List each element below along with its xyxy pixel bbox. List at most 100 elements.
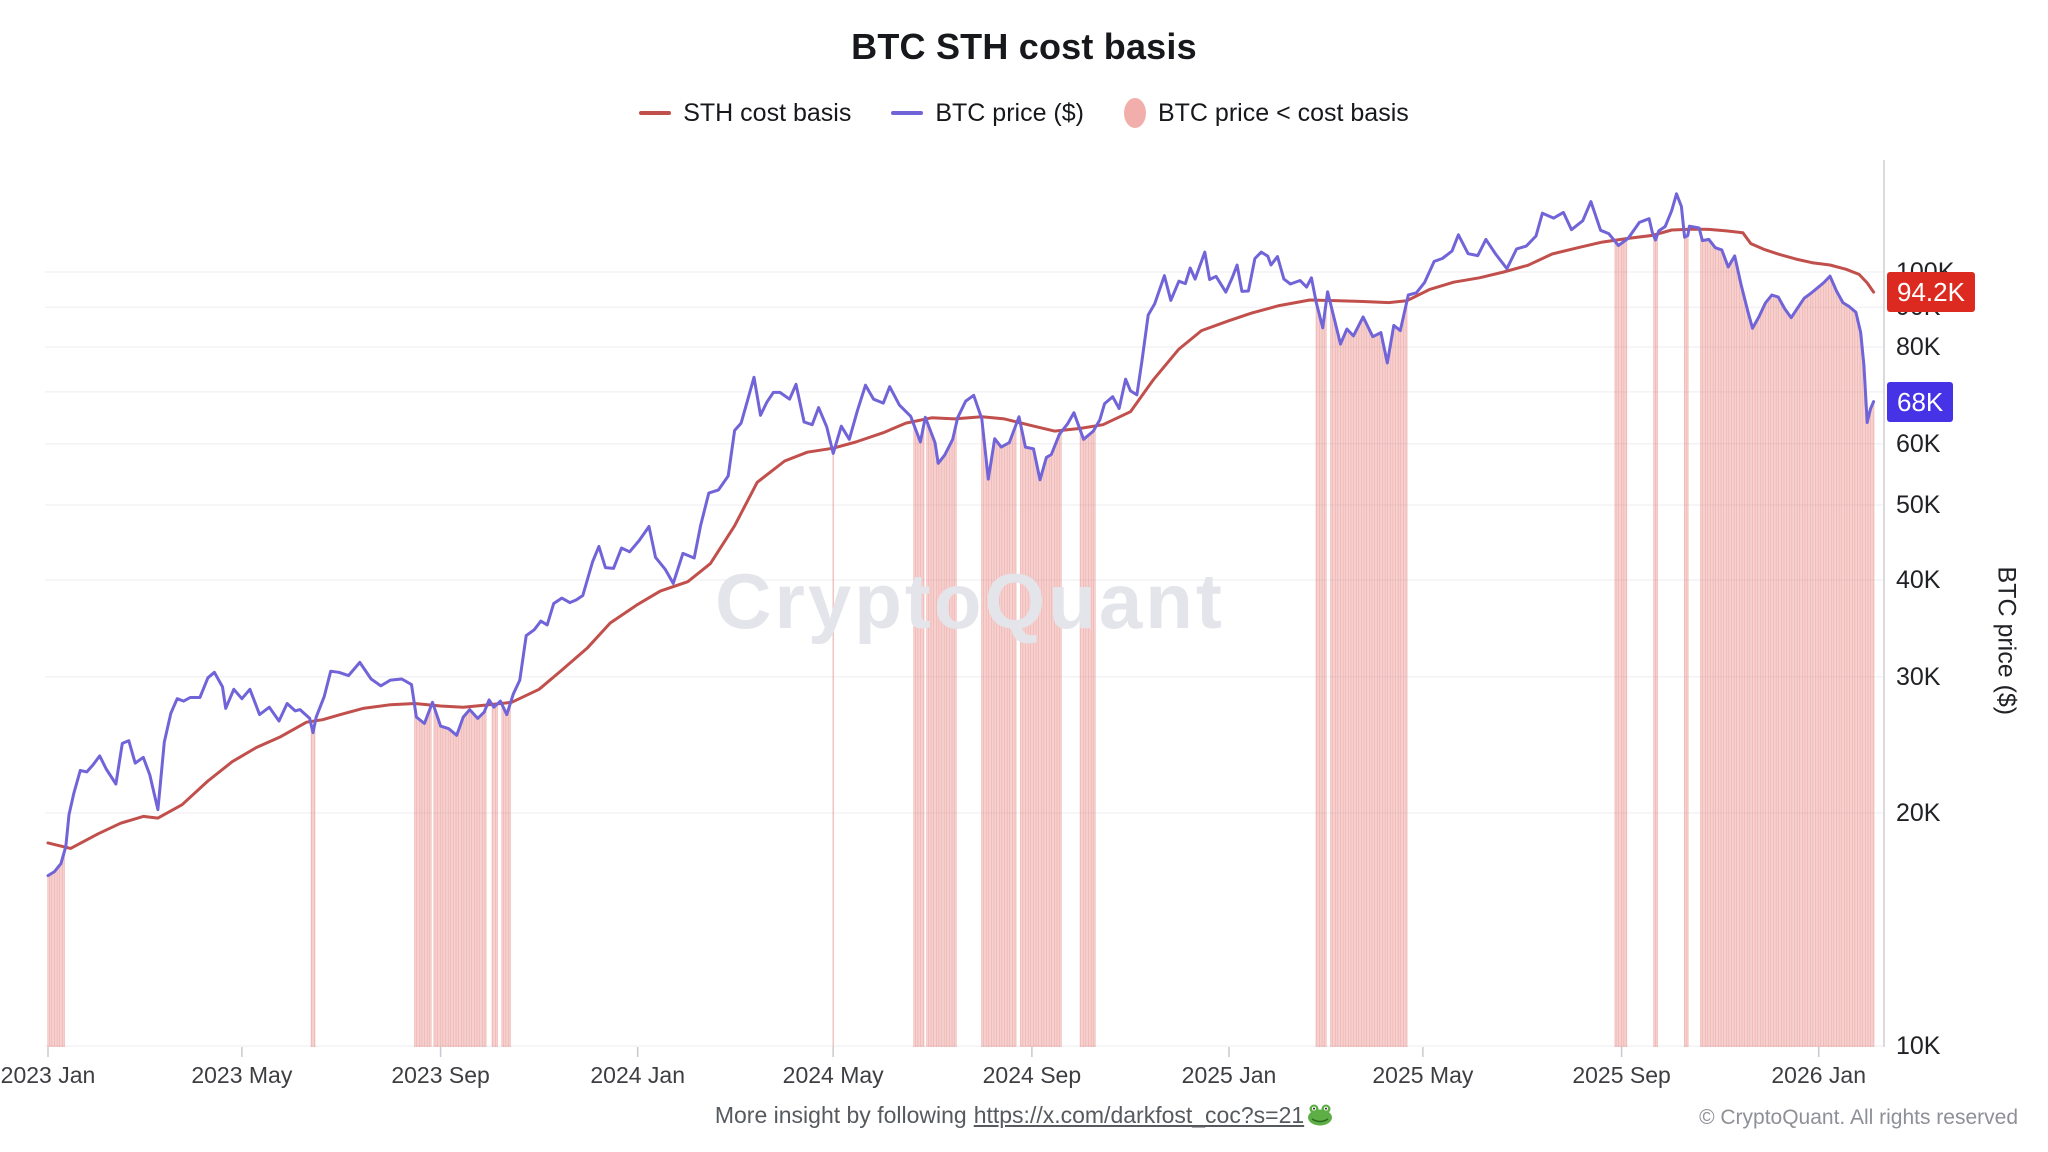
below-cost-basis-bar bbox=[1023, 439, 1025, 1047]
below-cost-basis-bar bbox=[428, 710, 430, 1047]
below-cost-basis-bar bbox=[998, 444, 1001, 1047]
below-cost-basis-bar bbox=[1759, 313, 1762, 1047]
below-cost-basis-bar bbox=[438, 721, 440, 1047]
below-cost-basis-bar bbox=[916, 433, 918, 1047]
legend-item-below-cost-basis: BTC price < cost basis bbox=[1123, 98, 1409, 128]
below-cost-basis-bar bbox=[1318, 314, 1321, 1047]
below-cost-basis-bar bbox=[1843, 303, 1846, 1047]
below-cost-basis-bar bbox=[1873, 401, 1875, 1048]
below-cost-basis-bar bbox=[955, 424, 957, 1047]
below-cost-basis-bar bbox=[1700, 234, 1702, 1047]
below-cost-basis-bar bbox=[921, 433, 923, 1048]
below-cost-basis-bar bbox=[1706, 239, 1708, 1047]
below-cost-basis-bar bbox=[1349, 332, 1351, 1047]
below-cost-basis-bar bbox=[1087, 435, 1090, 1048]
below-cost-basis-bar bbox=[939, 461, 941, 1047]
below-cost-basis-bar bbox=[1614, 241, 1616, 1047]
below-cost-basis-bar bbox=[1782, 305, 1784, 1047]
below-cost-basis-bar bbox=[1364, 320, 1366, 1047]
below-cost-basis-bar bbox=[1703, 240, 1705, 1047]
below-cost-basis-bar bbox=[446, 728, 448, 1047]
below-cost-basis-bar bbox=[1795, 310, 1797, 1047]
below-cost-basis-bar bbox=[1315, 302, 1317, 1047]
below-cost-basis-bar bbox=[1388, 353, 1390, 1047]
below-cost-basis-bar bbox=[1037, 471, 1040, 1048]
below-cost-basis-bar bbox=[1772, 295, 1775, 1047]
page-title: BTC STH cost basis bbox=[851, 26, 1197, 67]
below-cost-basis-bar bbox=[992, 448, 994, 1047]
x-axis-label: 2025 May bbox=[1372, 1062, 1474, 1088]
below-cost-basis-bar bbox=[1717, 248, 1720, 1047]
below-cost-basis-bar bbox=[469, 709, 471, 1047]
footer-link[interactable]: https://x.com/darkfost_coc?s=21 bbox=[973, 1102, 1305, 1128]
below-cost-basis-bar bbox=[467, 711, 469, 1047]
below-cost-basis-bar bbox=[1716, 248, 1718, 1048]
below-cost-basis-bar bbox=[1084, 437, 1086, 1048]
below-cost-basis-bar bbox=[1032, 448, 1035, 1048]
below-cost-basis-bar bbox=[1842, 302, 1844, 1048]
below-cost-basis-bar bbox=[1010, 438, 1012, 1048]
below-cost-basis-bar bbox=[1396, 328, 1398, 1047]
below-cost-basis-bar bbox=[1711, 243, 1713, 1047]
below-cost-basis-bar bbox=[496, 704, 498, 1047]
below-cost-basis-bar bbox=[1729, 264, 1731, 1047]
below-cost-basis-bar bbox=[1052, 450, 1054, 1047]
below-cost-basis-bar bbox=[1003, 445, 1006, 1047]
cryptoquant-watermark: CryptoQuant bbox=[715, 557, 1225, 645]
below-cost-basis-bar bbox=[483, 712, 485, 1047]
below-cost-basis-bar bbox=[462, 717, 464, 1047]
below-cost-basis-bar bbox=[1751, 328, 1754, 1047]
below-cost-basis-bar bbox=[1869, 409, 1872, 1047]
below-cost-basis-bar bbox=[478, 716, 481, 1047]
below-cost-basis-bar bbox=[1771, 294, 1773, 1047]
below-cost-basis-bar bbox=[509, 704, 511, 1047]
below-cost-basis-bar bbox=[1330, 304, 1332, 1048]
below-cost-basis-bar bbox=[1394, 326, 1397, 1047]
below-cost-basis-bar bbox=[414, 705, 416, 1047]
below-cost-basis-bar bbox=[948, 445, 951, 1047]
below-cost-basis-bar bbox=[1341, 340, 1343, 1047]
below-cost-basis-bar bbox=[1089, 433, 1091, 1048]
below-cost-basis-bar bbox=[1031, 448, 1033, 1047]
below-cost-basis-bar bbox=[1722, 254, 1725, 1047]
below-cost-basis-bar bbox=[1377, 334, 1379, 1047]
legend-label: BTC price < cost basis bbox=[1157, 98, 1409, 127]
below-cost-basis-bar bbox=[1713, 245, 1715, 1048]
below-cost-basis-bar bbox=[995, 440, 998, 1047]
below-cost-basis-bar bbox=[1822, 282, 1825, 1047]
below-cost-basis-bar bbox=[1378, 333, 1380, 1047]
below-cost-basis-bar bbox=[1656, 235, 1658, 1048]
below-cost-basis-bar bbox=[502, 707, 505, 1047]
below-cost-basis-bar bbox=[1323, 315, 1326, 1047]
below-cost-basis-bar bbox=[1847, 305, 1849, 1048]
below-cost-basis-bar bbox=[1787, 313, 1789, 1047]
below-cost-basis-bar bbox=[914, 428, 917, 1047]
below-cost-basis-bar bbox=[1050, 454, 1052, 1047]
sth-cost-basis-line-swatch bbox=[639, 111, 672, 115]
below-cost-basis-bar bbox=[1049, 455, 1051, 1048]
below-cost-basis-bar bbox=[1766, 300, 1768, 1048]
below-cost-basis-bar bbox=[989, 468, 991, 1047]
below-cost-basis-bar bbox=[481, 713, 484, 1047]
below-cost-basis-bar bbox=[1347, 330, 1350, 1047]
below-cost-basis-bar bbox=[1866, 422, 1868, 1047]
below-cost-basis-bar bbox=[1338, 337, 1340, 1047]
below-cost-basis-bar bbox=[1750, 322, 1752, 1047]
below-cost-basis-bar bbox=[1060, 432, 1062, 1047]
below-cost-basis-bar bbox=[456, 735, 458, 1047]
below-cost-basis-bar bbox=[1013, 429, 1015, 1047]
below-cost-basis-bar bbox=[1367, 326, 1369, 1047]
below-cost-basis-bar bbox=[1406, 301, 1408, 1047]
below-cost-basis-bar bbox=[494, 705, 497, 1047]
below-cost-basis-bar bbox=[1081, 434, 1083, 1047]
below-cost-basis-bar bbox=[1868, 415, 1870, 1048]
below-cost-basis-bar bbox=[491, 704, 493, 1047]
below-cost-basis-bar bbox=[312, 732, 314, 1047]
copyright-notice: © CryptoQuant. All rights reserved bbox=[1699, 1106, 2018, 1129]
below-cost-basis-bar bbox=[944, 455, 946, 1048]
below-cost-basis-bar bbox=[1719, 249, 1721, 1047]
below-cost-basis-bar bbox=[1399, 330, 1401, 1048]
below-cost-basis-bar bbox=[1393, 325, 1395, 1047]
below-cost-basis-bar bbox=[418, 719, 421, 1047]
below-cost-basis-bar bbox=[990, 458, 993, 1047]
